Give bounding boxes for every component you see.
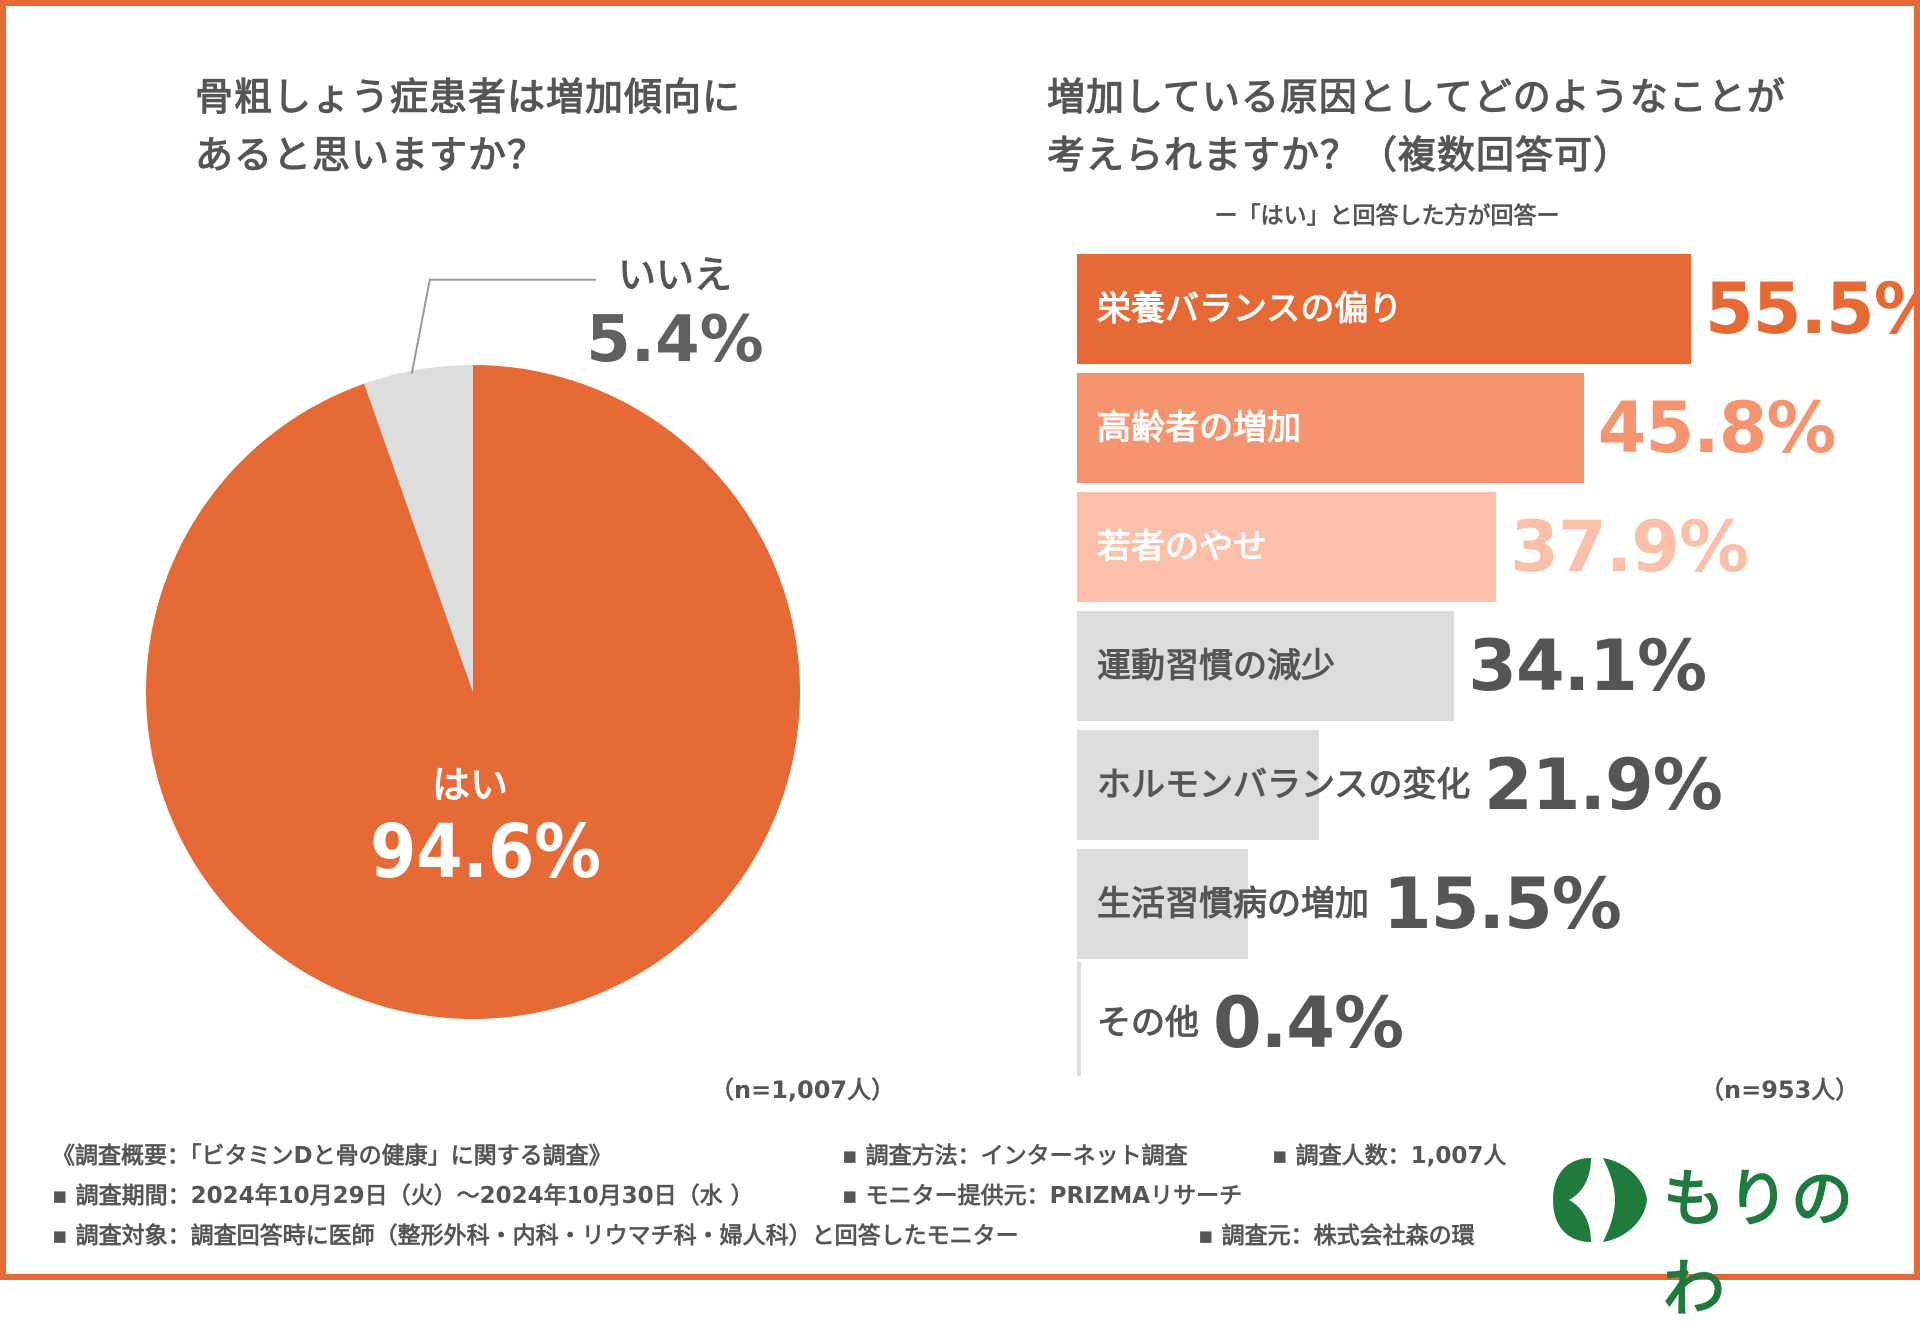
bar-value-label: 15.5% — [1383, 863, 1622, 945]
bar — [1077, 730, 1320, 840]
footer-source: ▪ 調査元：株式会社森の環 — [1198, 1223, 1475, 1249]
bar-chart-axis — [1077, 962, 1081, 1076]
bar — [1077, 849, 1249, 959]
bar-chart-subtitle: ー「はい」と回答した方が回答ー — [1214, 203, 1560, 229]
morinowa-logo: もりのわ — [1545, 1150, 1895, 1325]
pie-title-line-2: あると思いますか？ — [195, 133, 547, 177]
footer-period: ▪ 調査期間：2024年10月29日（火）～2024年10月30日（水 ） — [52, 1183, 754, 1209]
bar — [1077, 254, 1691, 364]
pie-title-line-1: 骨粗しょう症患者は増加傾向に — [195, 75, 742, 119]
bar-category-label: その他 — [1097, 1003, 1199, 1043]
bar-title-line-1: 増加している原因としてどのようなことが — [1047, 75, 1786, 119]
bar-value-label: 55.5% — [1705, 268, 1920, 350]
pie-sample-size: （n=1,007人） — [710, 1076, 896, 1104]
bar-category-label: 高齢者の増加 — [1097, 408, 1301, 448]
bar-category-label: 若者のやせ — [1097, 527, 1267, 567]
pie-label-yes-value: 94.6% — [370, 809, 601, 895]
bar-value-label: 45.8% — [1597, 387, 1837, 469]
pie-chart-title: 骨粗しょう症患者は増加傾向に あると思いますか？ — [195, 68, 895, 184]
pie-slice-yes — [145, 365, 800, 1020]
bar — [1077, 611, 1455, 721]
bar-title-line-2: 考えられますか？（複数回答可） — [1047, 133, 1633, 177]
bar-category-label: ホルモンバランスの変化 — [1097, 765, 1471, 805]
pie-leader-line — [410, 278, 596, 374]
pie-label-yes-name: はい — [431, 763, 508, 807]
footer-monitor: ▪ モニター提供元：PRIZMAリサーチ — [842, 1183, 1243, 1209]
bar-value-label: 21.9% — [1484, 744, 1723, 826]
logo-text: もりのわ — [1663, 1162, 1856, 1325]
pie-label-yes: はい 94.6% — [370, 762, 601, 896]
pie-label-no-value: 5.4% — [586, 303, 764, 377]
bar-category-label: 生活習慣病の増加 — [1097, 884, 1369, 924]
bar-category-label: 栄養バランスの偏り — [1097, 289, 1403, 329]
pie-label-no-name: いいえ — [617, 253, 732, 297]
pie-label-no: いいえ 5.4% — [580, 252, 770, 382]
pie-chart — [145, 278, 800, 1020]
page-frame — [0, 0, 1920, 1280]
bar-value-label: 0.4% — [1213, 982, 1404, 1064]
pie-slice-no — [364, 365, 473, 692]
bar-value-label: 37.9% — [1510, 506, 1749, 588]
footer-target: ▪ 調査対象：調査回答時に医師（整形外科・内科・リウマチ科・婦人科）と回答したモ… — [52, 1223, 1019, 1249]
footer-method: ▪ 調査方法：インターネット調査 — [842, 1143, 1188, 1169]
bar-value-label: 34.1% — [1468, 625, 1707, 707]
bar — [1077, 492, 1497, 602]
footer-survey-name: 《調査概要：「ビタミンDと骨の健康」に関する調査》 — [52, 1143, 612, 1169]
footer-count: ▪ 調査人数：1,007人 — [1272, 1143, 1507, 1169]
leaf-arrow-icon — [1553, 1158, 1647, 1242]
bar-sample-size: （n=953人） — [1700, 1076, 1860, 1104]
bar — [1077, 373, 1584, 483]
bar-chart-title: 増加している原因としてどのようなことが 考えられますか？（複数回答可） — [1047, 68, 1867, 184]
bar-category-label: 運動習慣の減少 — [1097, 646, 1335, 686]
